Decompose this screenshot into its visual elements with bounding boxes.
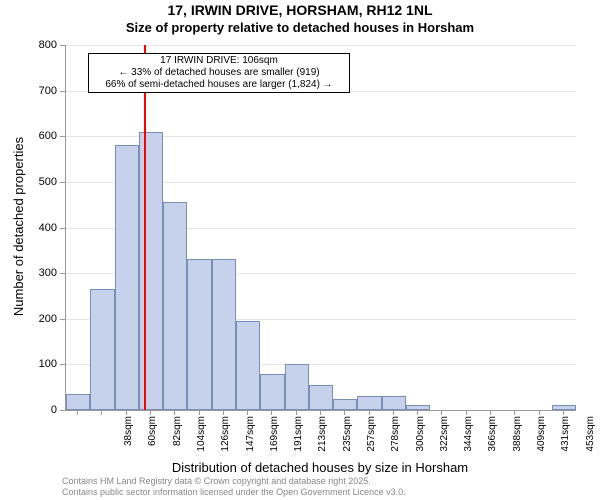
x-tick-mark	[174, 410, 175, 415]
x-tick-label: 409sqm	[536, 416, 547, 464]
x-tick-mark	[514, 410, 515, 415]
histogram-bar	[187, 259, 211, 410]
x-tick-label: 169sqm	[269, 416, 280, 464]
x-tick-mark	[369, 410, 370, 415]
y-tick-label: 0	[0, 404, 57, 416]
x-tick-mark	[223, 410, 224, 415]
x-tick-label: 300sqm	[415, 416, 426, 464]
x-tick-label: 366sqm	[487, 416, 498, 464]
histogram-bar	[66, 394, 90, 410]
annotation-box: 17 IRWIN DRIVE: 106sqm← 33% of detached …	[88, 53, 350, 93]
x-tick-label: 213sqm	[317, 416, 328, 464]
x-tick-label: 147sqm	[245, 416, 256, 464]
x-tick-mark	[563, 410, 564, 415]
y-tick-mark	[60, 319, 65, 320]
x-tick-mark	[247, 410, 248, 415]
x-tick-mark	[490, 410, 491, 415]
x-tick-mark	[296, 410, 297, 415]
x-tick-label: 322sqm	[439, 416, 450, 464]
y-tick-label: 400	[0, 222, 57, 234]
x-tick-label: 257sqm	[366, 416, 377, 464]
histogram-bar	[139, 132, 163, 410]
x-tick-label: 104sqm	[196, 416, 207, 464]
x-tick-label: 278sqm	[390, 416, 401, 464]
histogram-bar	[309, 385, 333, 410]
histogram-bar	[260, 374, 284, 411]
y-tick-mark	[60, 364, 65, 365]
gridline	[66, 45, 576, 46]
x-tick-label: 388sqm	[512, 416, 523, 464]
property-marker-line	[144, 45, 146, 410]
x-tick-label: 60sqm	[147, 416, 158, 464]
annotation-line: 66% of semi-detached houses are larger (…	[93, 79, 345, 91]
y-tick-mark	[60, 45, 65, 46]
annotation-line: 17 IRWIN DRIVE: 106sqm	[93, 55, 345, 67]
y-tick-label: 300	[0, 267, 57, 279]
histogram-bar	[552, 405, 576, 410]
x-tick-mark	[77, 410, 78, 415]
y-tick-label: 200	[0, 313, 57, 325]
histogram-bar	[236, 321, 260, 410]
histogram-bar	[115, 145, 139, 410]
chart-title-line2: Size of property relative to detached ho…	[0, 20, 600, 35]
chart-title-line1: 17, IRWIN DRIVE, HORSHAM, RH12 1NL	[0, 2, 600, 18]
x-tick-label: 126sqm	[220, 416, 231, 464]
x-tick-label: 82sqm	[172, 416, 183, 464]
x-tick-label: 453sqm	[585, 416, 596, 464]
histogram-bar	[382, 396, 406, 410]
x-tick-mark	[199, 410, 200, 415]
x-tick-mark	[320, 410, 321, 415]
y-axis-label: Number of detached properties	[11, 44, 26, 409]
y-tick-label: 700	[0, 85, 57, 97]
footer-line1: Contains HM Land Registry data © Crown c…	[62, 476, 371, 486]
x-tick-label: 235sqm	[342, 416, 353, 464]
footer-line2: Contains public sector information licen…	[62, 487, 406, 497]
x-tick-mark	[466, 410, 467, 415]
x-tick-mark	[126, 410, 127, 415]
x-tick-label: 191sqm	[293, 416, 304, 464]
histogram-bar	[285, 364, 309, 410]
x-tick-mark	[271, 410, 272, 415]
x-tick-mark	[344, 410, 345, 415]
x-tick-mark	[417, 410, 418, 415]
x-tick-mark	[539, 410, 540, 415]
x-tick-mark	[441, 410, 442, 415]
x-tick-label: 38sqm	[123, 416, 134, 464]
y-tick-mark	[60, 410, 65, 411]
y-tick-mark	[60, 182, 65, 183]
x-axis-label: Distribution of detached houses by size …	[65, 460, 575, 475]
y-tick-mark	[60, 228, 65, 229]
y-tick-label: 100	[0, 358, 57, 370]
annotation-line: ← 33% of detached houses are smaller (91…	[93, 67, 345, 79]
histogram-bar	[406, 405, 430, 410]
y-tick-mark	[60, 273, 65, 274]
y-tick-mark	[60, 136, 65, 137]
histogram-bar	[90, 289, 114, 410]
histogram-bar	[357, 396, 381, 410]
histogram-bar	[333, 399, 357, 410]
y-tick-label: 600	[0, 130, 57, 142]
x-tick-mark	[101, 410, 102, 415]
y-tick-mark	[60, 91, 65, 92]
x-tick-label: 431sqm	[560, 416, 571, 464]
y-tick-label: 800	[0, 39, 57, 51]
histogram-bar	[163, 202, 187, 410]
x-tick-mark	[150, 410, 151, 415]
y-tick-label: 500	[0, 176, 57, 188]
histogram-bar	[212, 259, 236, 410]
x-tick-label: 344sqm	[463, 416, 474, 464]
x-tick-mark	[393, 410, 394, 415]
plot-area: 17 IRWIN DRIVE: 106sqm← 33% of detached …	[65, 45, 576, 411]
